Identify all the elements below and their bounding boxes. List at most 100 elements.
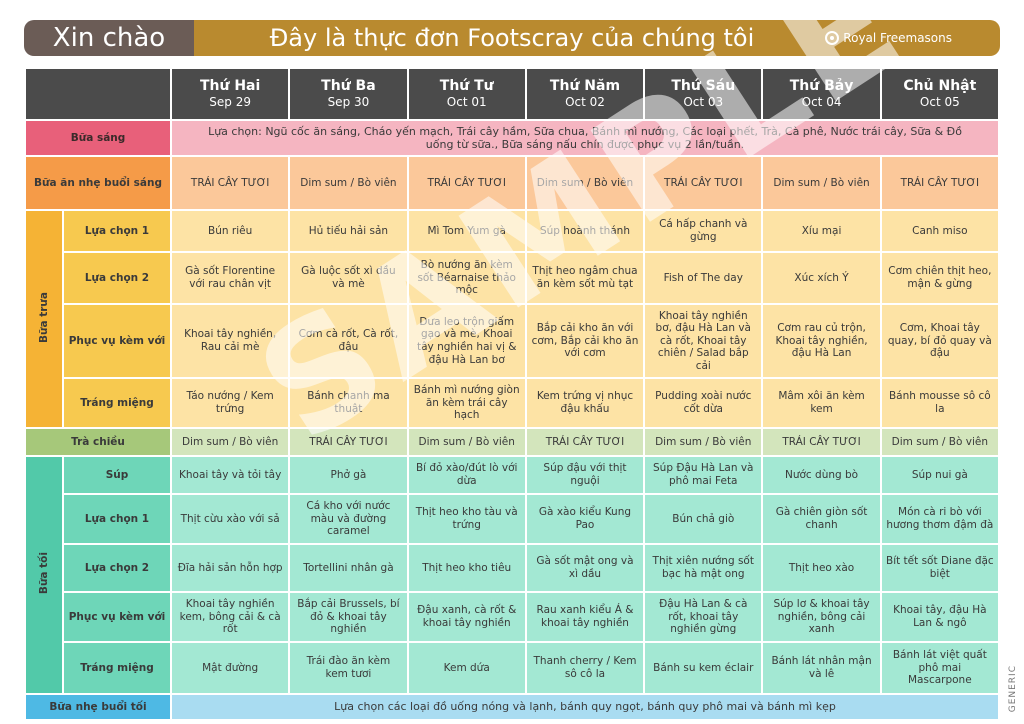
row-label: Lựa chọn 1	[64, 211, 170, 251]
brand-emblem-icon	[825, 31, 840, 45]
lunch-row: Tráng miệng Táo nướng / Kem trứng Bánh c…	[26, 379, 998, 427]
brand-name: Royal Freemasons	[843, 31, 952, 45]
row-label: Phục vụ kèm với	[64, 305, 170, 377]
menu-cell: Thịt cừu xào với sả	[172, 495, 289, 543]
menu-cell: TRÁI CÂY TƯƠI	[290, 429, 407, 455]
day-header: Thứ Ba Sep 30	[290, 69, 407, 119]
menu-cell: Thanh cherry / Kem sô cô la	[526, 643, 644, 693]
greeting: Xin chào	[24, 20, 194, 56]
menu-cell: Bắp cải kho ăn với cơm, Bắp cải kho ăn v…	[526, 305, 644, 377]
menu-cell: Táo nướng / Kem trứng	[172, 379, 289, 427]
menu-cell: Tortellini nhân gà	[290, 545, 407, 591]
menu-cell: Bánh lát nhân mận và lê	[763, 643, 880, 693]
day-header: Chủ Nhật Oct 05	[881, 69, 998, 119]
dinner-group-label: Bữa tối	[26, 457, 62, 693]
menu-cell: Thịt heo kho tiêu	[408, 545, 525, 591]
menu-cell: Pudding xoài nước cốt dừa	[645, 379, 762, 427]
menu-cell: TRÁI CÂY TƯƠI	[645, 157, 762, 209]
menu-cell: Đậu Hà Lan & cà rốt, khoai tây nghiền gừ…	[645, 593, 762, 641]
menu-cell: Món cà ri bò với hương thơm đậm đà	[881, 495, 998, 543]
day-header: Thứ Bảy Oct 04	[763, 69, 880, 119]
menu-cell: Dim sum / Bò viên	[290, 157, 407, 209]
day-header: Thứ Hai Sep 29	[172, 69, 289, 119]
menu-cell: Cơm cà rốt, Cà rốt, đậu	[290, 305, 407, 377]
weekly-menu-table: Thứ Hai Sep 29 Thứ Ba Sep 30 Thứ Tư Oct 01 …	[24, 67, 1000, 721]
menu-cell: Cá kho với nước màu và đường caramel	[290, 495, 407, 543]
brand-logo: Royal Freemasons	[825, 20, 952, 56]
menu-cell: Bắp cải Brussels, bí đỏ & khoai tây nghi…	[290, 593, 407, 641]
menu-cell: TRÁI CÂY TƯƠI	[881, 157, 998, 209]
lunch-row: Phục vụ kèm với Khoai tây nghiền, Rau cả…	[26, 305, 998, 377]
corner-cell	[26, 69, 170, 119]
menu-cell: Dim sum / Bò viên	[526, 157, 644, 209]
menu-cell: Mâm xôi ăn kèm kem	[763, 379, 880, 427]
menu-cell: TRÁI CÂY TƯƠI	[172, 157, 289, 209]
menu-cell: Kem trứng vị nhục đậu khấu	[526, 379, 644, 427]
menu-cell: Bít tết sốt Diane đặc biệt	[881, 545, 998, 591]
page-title-text: Đây là thực đơn Footscray của chúng tôi	[269, 24, 755, 52]
row-label: Lựa chọn 2	[64, 253, 170, 303]
row-label: Tráng miệng	[64, 643, 170, 693]
menu-cell: Phở gà	[290, 457, 407, 493]
menu-cell: Xíu mại	[763, 211, 880, 251]
menu-cell: Gà sốt Florentine với rau chân vịt	[172, 253, 289, 303]
menu-cell: Bò nướng ăn kèm sốt Béarnaise thảo mộc	[408, 253, 525, 303]
lunch-row: Bữa trưa Lựa chọn 1 Bún riêu Hủ tiếu hải…	[26, 211, 998, 427]
menu-cell: Súp đậu với thịt nguội	[526, 457, 644, 493]
dinner-row: Lựa chọn 1 Thịt cừu xào với sả Cá kho vớ…	[26, 495, 998, 543]
menu-cell: Đĩa hải sản hỗn hợp	[172, 545, 289, 591]
menu-cell: Dim sum / Bò viên	[408, 429, 525, 455]
menu-cell: Thịt heo kho tàu và trứng	[408, 495, 525, 543]
evening-snack-text: Lựa chọn các loại đồ uống nóng và lạnh, …	[172, 695, 998, 719]
menu-cell: Gà luộc sốt xì dầu và mè	[290, 253, 407, 303]
menu-cell: Dim sum / Bò viên	[645, 429, 762, 455]
dinner-row: Tráng miệng Mật đường Trái đào ăn kèm ke…	[26, 643, 998, 693]
evening-snack-row: Bữa nhẹ buổi tối Lựa chọn các loại đồ uố…	[26, 695, 998, 719]
breakfast-text: Lựa chọn: Ngũ cốc ăn sáng, Cháo yến mạch…	[172, 121, 998, 155]
top-banner: Xin chào Đây là thực đơn Footscray của c…	[24, 20, 1000, 56]
menu-cell: Thịt heo xào	[763, 545, 880, 591]
day-header: Thứ Tư Oct 01	[408, 69, 525, 119]
dinner-row: Bữa tối Súp Khoai tây và tỏi tây Phở gà …	[26, 457, 998, 693]
menu-cell: Đậu xanh, cà rốt & khoai tây nghiền	[408, 593, 525, 641]
afternoon-tea-label: Trà chiều	[26, 429, 170, 455]
menu-cell: Mì Tom Yum gà	[408, 211, 525, 251]
menu-cell: Mật đường	[172, 643, 289, 693]
menu-cell: Trái đào ăn kèm kem tươi	[290, 643, 407, 693]
menu-cell: Gà chiên giòn sốt chanh	[763, 495, 880, 543]
menu-cell: Súp nui gà	[881, 457, 998, 493]
menu-cell: Thịt xiên nướng sốt bạc hà mật ong	[645, 545, 762, 591]
menu-cell: Súp hoành thánh	[526, 211, 644, 251]
menu-cell: Khoai tây nghiền, Rau cải mè	[172, 305, 289, 377]
menu-cell: Kem dứa	[408, 643, 525, 693]
menu-cell: Khoai tây và tỏi tây	[172, 457, 289, 493]
afternoon-tea-row: Trà chiều Dim sum / Bò viên TRÁI CÂY TƯƠ…	[26, 429, 998, 455]
menu-cell: Cơm, Khoai tây quay, bí đỏ quay và đậu	[881, 305, 998, 377]
menu-cell: Hủ tiếu hải sản	[290, 211, 407, 251]
menu-cell: Dưa leo trộn giấm gạo và mè, Khoai tây n…	[408, 305, 525, 377]
row-label: Súp	[64, 457, 170, 493]
menu-cell: Xúc xích Ý	[763, 253, 880, 303]
footer-tag: GENERIC	[1008, 664, 1018, 712]
menu-cell: Bún riêu	[172, 211, 289, 251]
menu-cell: Súp lơ & khoai tây nghiền, bông cải xanh	[763, 593, 880, 641]
dinner-row: Phục vụ kèm với Khoai tây nghiền kem, bô…	[26, 593, 998, 641]
menu-cell: TRÁI CÂY TƯƠI	[526, 429, 644, 455]
lunch-row: Lựa chọn 2 Gà sốt Florentine với rau châ…	[26, 253, 998, 303]
day-header: Thứ Sáu Oct 03	[645, 69, 762, 119]
menu-cell: Khoai tây nghiền kem, bông cải & cà rốt	[172, 593, 289, 641]
menu-cell: Cơm chiên thịt heo, mận & gừng	[881, 253, 998, 303]
menu-cell: Bí đỏ xào/đút lò với dừa	[408, 457, 525, 493]
menu-cell: Rau xanh kiểu Á & khoai tây nghiền	[526, 593, 644, 641]
row-label: Phục vụ kèm với	[64, 593, 170, 641]
morning-snack-row: Bữa ăn nhẹ buổi sáng TRÁI CÂY TƯƠI Dim s…	[26, 157, 998, 209]
menu-cell: Bánh lát việt quất phô mai Mascarpone	[881, 643, 998, 693]
evening-snack-label: Bữa nhẹ buổi tối	[26, 695, 170, 719]
row-label: Tráng miệng	[64, 379, 170, 427]
menu-cell: Khoai tây nghiền bơ, đậu Hà Lan và cà rố…	[645, 305, 762, 377]
morning-snack-label: Bữa ăn nhẹ buổi sáng	[26, 157, 170, 209]
lunch-group-label: Bữa trưa	[26, 211, 62, 427]
menu-cell: Bánh chanh ma thuật	[290, 379, 407, 427]
day-header-row: Thứ Hai Sep 29 Thứ Ba Sep 30 Thứ Tư Oct 01 …	[26, 69, 998, 119]
menu-cell: Thịt heo ngâm chua ăn kèm sốt mù tạt	[526, 253, 644, 303]
